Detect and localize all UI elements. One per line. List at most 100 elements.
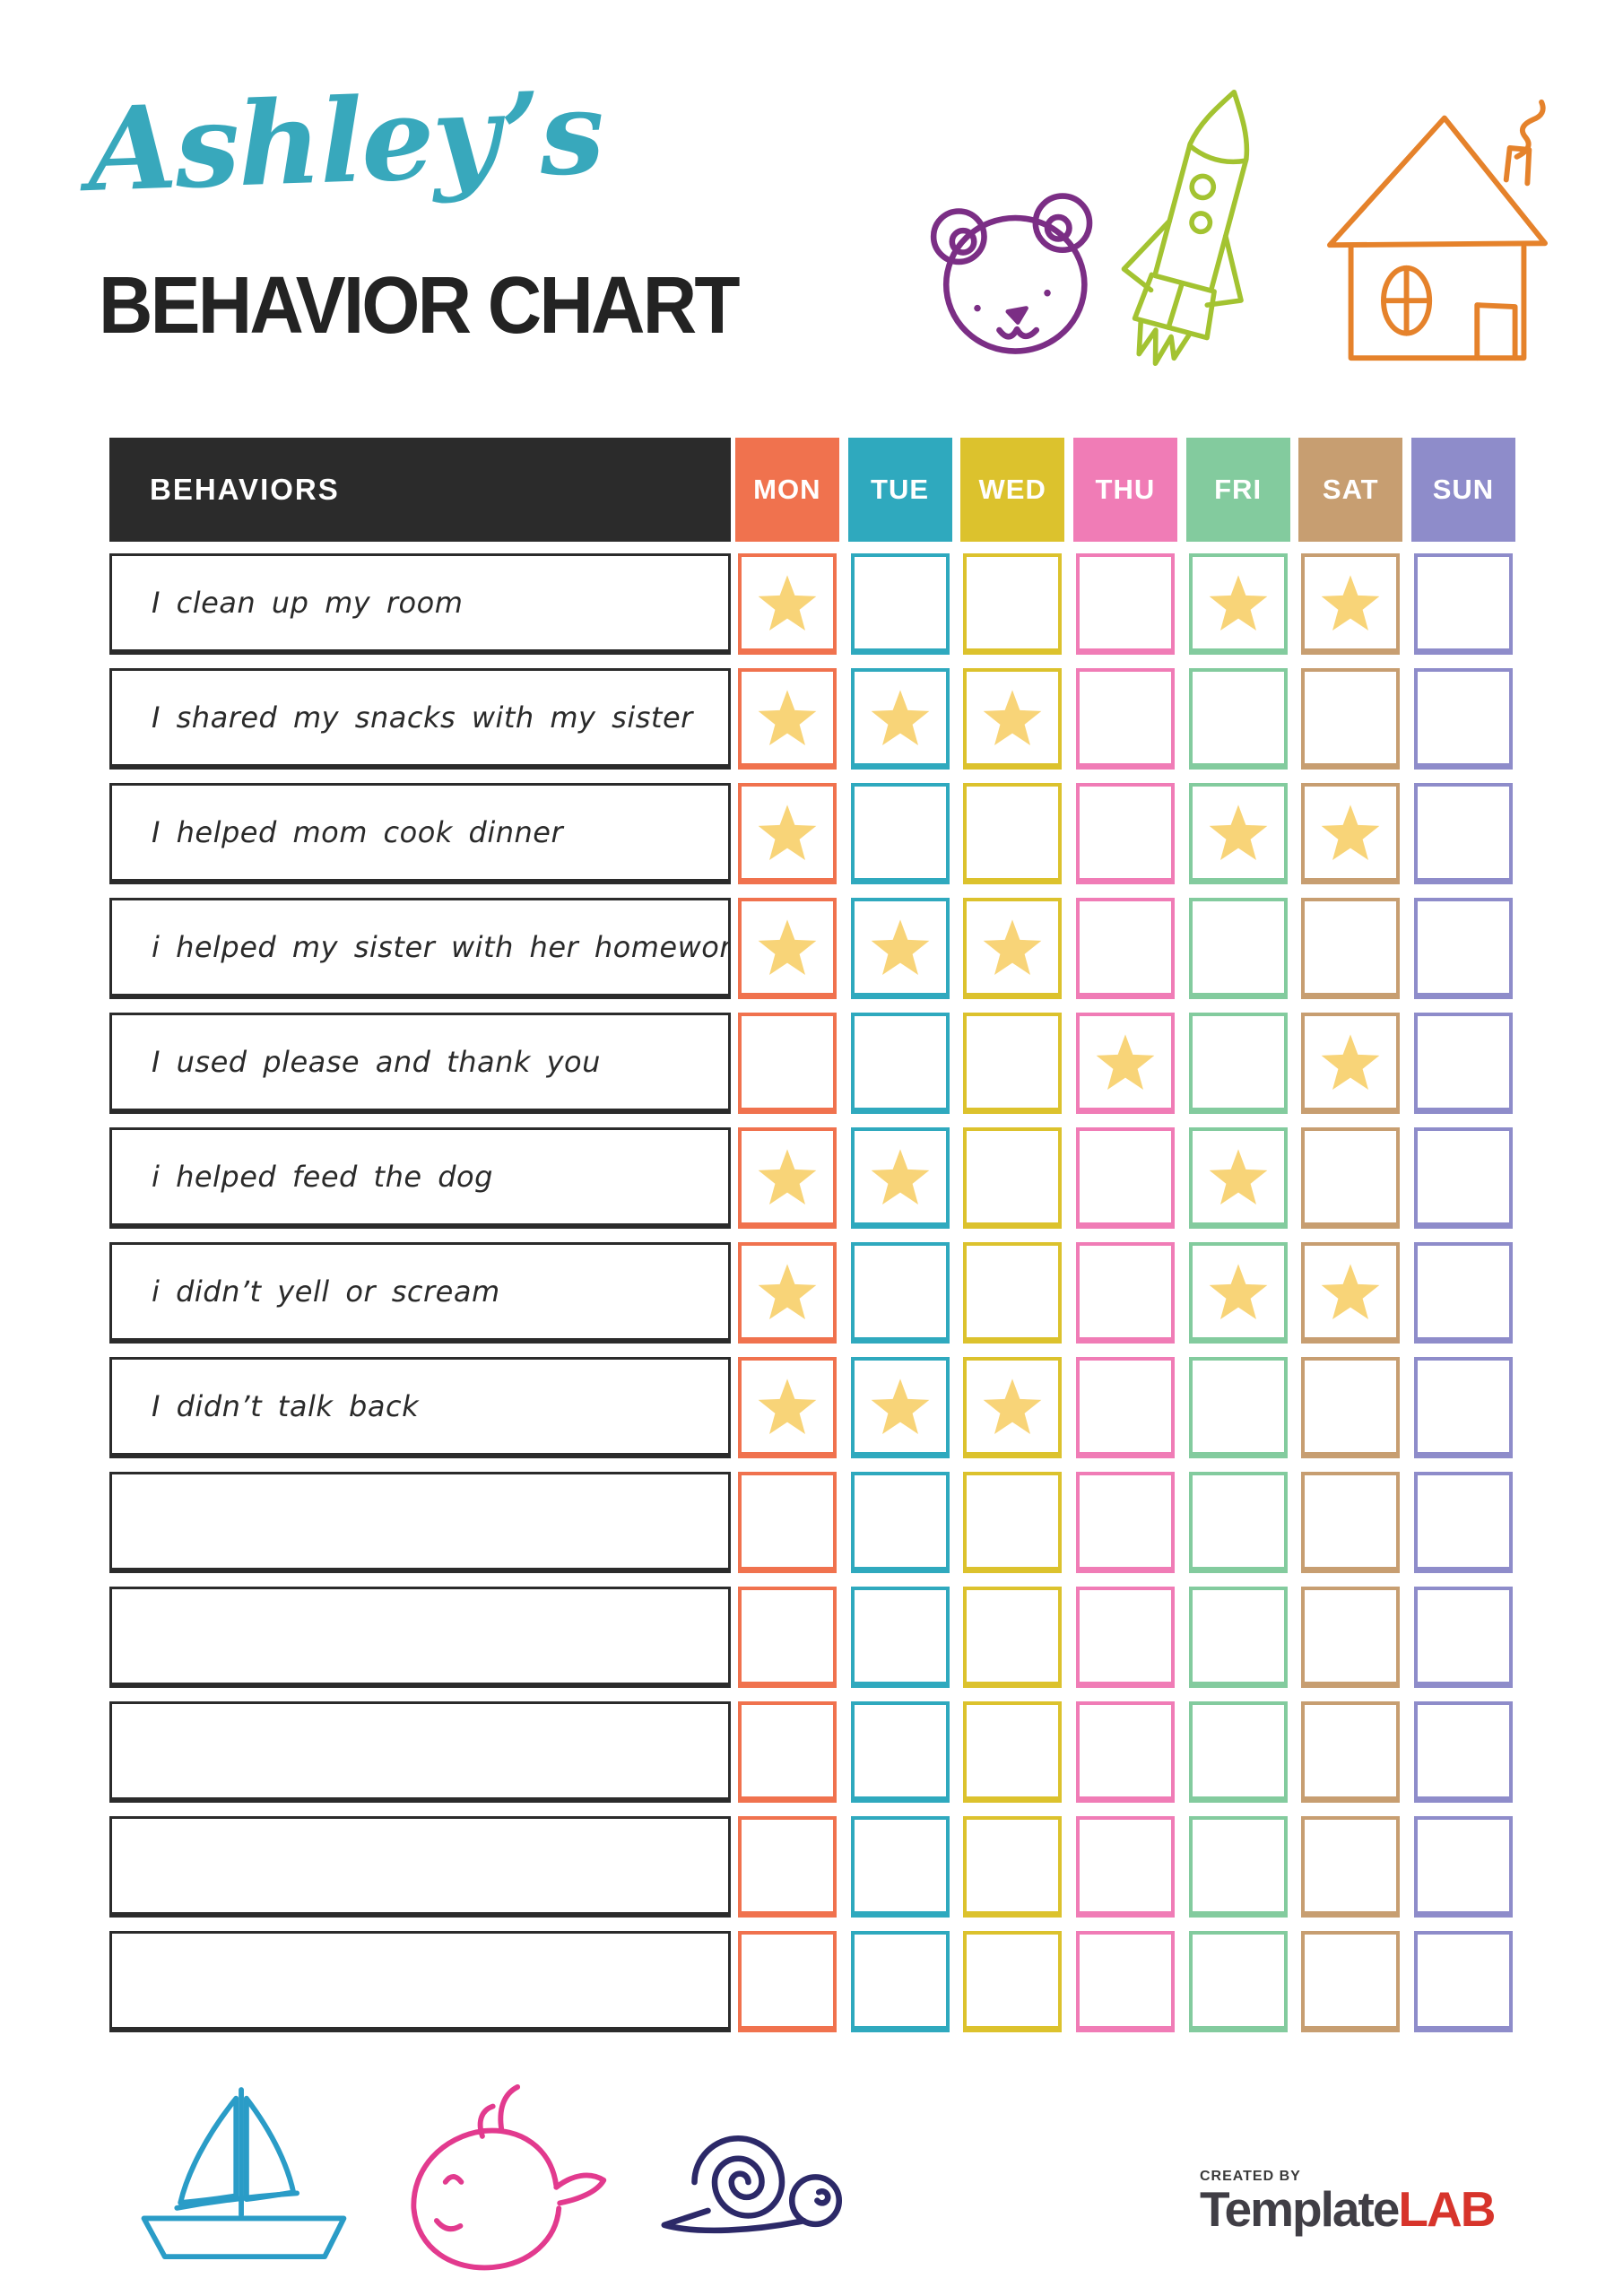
star-icon <box>871 690 929 745</box>
day-cell-wed <box>963 1357 1063 1458</box>
day-cell-sat <box>1301 1587 1401 1688</box>
day-cell-wed <box>963 783 1063 884</box>
day-cell-sat <box>1301 668 1401 770</box>
day-cell-sat <box>1301 1013 1401 1114</box>
day-cell-thu <box>1075 1357 1175 1458</box>
day-cell-mon <box>737 1127 837 1229</box>
day-cell-fri <box>1188 898 1288 999</box>
day-cell-tue <box>850 553 950 655</box>
behavior-label <box>109 1701 731 1803</box>
star-icon <box>1096 1034 1155 1090</box>
templatelab-logo: CREATED BY TemplateLAB <box>1200 2169 1496 2234</box>
star-icon <box>1321 575 1380 631</box>
child-name-title: Ashley’s <box>85 65 605 218</box>
day-cell-mon <box>737 1931 837 2032</box>
behavior-label: I clean up my room <box>109 553 731 655</box>
behavior-chart-table: BEHAVIORS MON TUE WED THU FRI SAT SUN I clean … <box>109 438 1522 2032</box>
behavior-label: i helped feed the dog <box>109 1127 731 1229</box>
day-cell-mon <box>737 553 837 655</box>
star-icon <box>1321 1034 1380 1090</box>
behavior-label: I shared my snacks with my sister <box>109 668 731 770</box>
day-cell-sun <box>1413 1357 1513 1458</box>
day-cell-fri <box>1188 1357 1288 1458</box>
day-cell-thu <box>1075 1242 1175 1344</box>
day-cell-mon <box>737 898 837 999</box>
day-header-sun: SUN <box>1410 438 1515 542</box>
day-cell-sat <box>1301 1127 1401 1229</box>
day-cell-sun <box>1413 1816 1513 1918</box>
day-cell-mon <box>737 1242 837 1344</box>
behaviors-column-header: BEHAVIORS <box>109 438 731 542</box>
day-cell-mon <box>737 1587 837 1688</box>
day-cell-wed <box>963 668 1063 770</box>
behavior-label <box>109 1931 731 2032</box>
day-cell-fri <box>1188 1127 1288 1229</box>
star-icon <box>758 804 817 860</box>
behavior-row: i didn’t yell or scream <box>109 1242 1522 1344</box>
day-cell-tue <box>850 1357 950 1458</box>
day-cell-sat <box>1301 1472 1401 1573</box>
day-cell-tue <box>850 898 950 999</box>
behavior-row <box>109 1931 1522 2032</box>
day-cell-thu <box>1075 783 1175 884</box>
behavior-row: I used please and thank you <box>109 1013 1522 1114</box>
day-cell-thu <box>1075 553 1175 655</box>
star-icon <box>1321 1264 1380 1319</box>
brand-accent-text: LAB <box>1398 2181 1496 2237</box>
star-icon <box>983 919 1042 975</box>
day-cell-fri <box>1188 1472 1288 1573</box>
day-cell-mon <box>737 1701 837 1803</box>
star-icon <box>758 690 817 745</box>
day-cell-sun <box>1413 783 1513 884</box>
behavior-label <box>109 1472 731 1573</box>
behavior-label: I didn’t talk back <box>109 1357 731 1458</box>
day-cell-sun <box>1413 1587 1513 1688</box>
day-cell-fri <box>1188 783 1288 884</box>
day-cell-sun <box>1413 1013 1513 1114</box>
star-icon <box>871 1378 929 1434</box>
day-header-thu: THU <box>1072 438 1177 542</box>
day-cell-fri <box>1188 1816 1288 1918</box>
day-cell-mon <box>737 1013 837 1114</box>
day-cell-sat <box>1301 1357 1401 1458</box>
whale-doodle-icon <box>387 2074 616 2278</box>
page-title: BEHAVIOR CHART <box>99 261 740 351</box>
day-cell-mon <box>737 1816 837 1918</box>
behavior-row: i helped feed the dog <box>109 1127 1522 1229</box>
day-cell-sun <box>1413 1242 1513 1344</box>
star-icon <box>871 919 929 975</box>
day-cell-thu <box>1075 1587 1175 1688</box>
behavior-row <box>109 1472 1522 1573</box>
day-cell-sun <box>1413 1701 1513 1803</box>
day-cell-sat <box>1301 898 1401 999</box>
table-header-row: BEHAVIORS MON TUE WED THU FRI SAT SUN <box>109 438 1522 542</box>
day-cell-wed <box>963 553 1063 655</box>
day-cell-tue <box>850 783 950 884</box>
day-cell-sat <box>1301 1701 1401 1803</box>
brand-name: TemplateLAB <box>1200 2185 1496 2234</box>
behavior-row <box>109 1816 1522 1918</box>
behavior-row: i helped my sister with her homework <box>109 898 1522 999</box>
day-cell-sun <box>1413 898 1513 999</box>
day-cell-wed <box>963 1816 1063 1918</box>
house-doodle-icon <box>1311 93 1564 367</box>
day-cell-fri <box>1188 1587 1288 1688</box>
star-icon <box>758 1149 817 1205</box>
day-cell-fri <box>1188 1701 1288 1803</box>
day-cell-thu <box>1075 1816 1175 1918</box>
behavior-label: I used please and thank you <box>109 1013 731 1114</box>
star-icon <box>1209 804 1267 860</box>
day-cell-sun <box>1413 1472 1513 1573</box>
day-cell-mon <box>737 668 837 770</box>
day-cell-thu <box>1075 898 1175 999</box>
star-icon <box>1209 1149 1267 1205</box>
day-cell-sat <box>1301 553 1401 655</box>
day-cell-thu <box>1075 1931 1175 2032</box>
behavior-label <box>109 1816 731 1918</box>
day-cell-tue <box>850 1587 950 1688</box>
day-cell-thu <box>1075 1701 1175 1803</box>
day-cell-wed <box>963 1931 1063 2032</box>
day-cell-fri <box>1188 668 1288 770</box>
star-icon <box>1321 804 1380 860</box>
